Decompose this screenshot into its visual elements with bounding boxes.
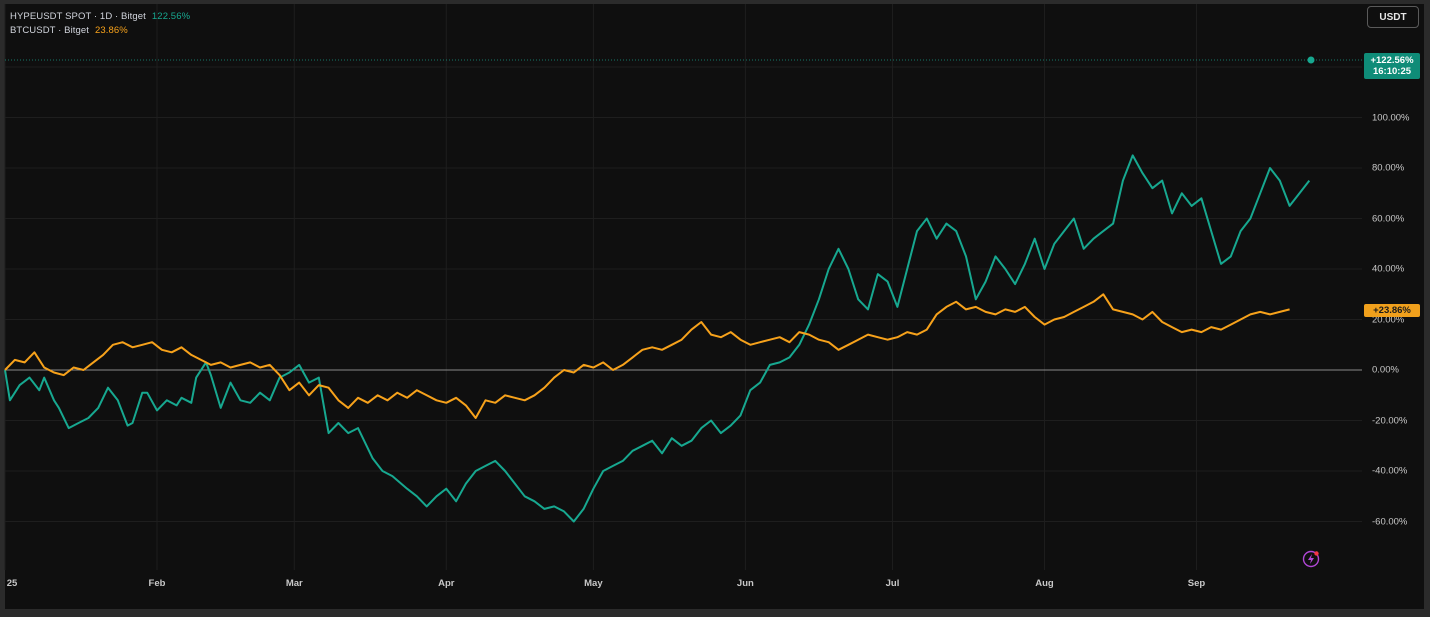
legend-btc-label: BTCUSDT · Bitget	[10, 25, 90, 36]
currency-button[interactable]: USDT	[1367, 6, 1419, 28]
legend-hype[interactable]: HYPEUSDT SPOT · 1D · Bitget 122.56%	[10, 11, 190, 22]
legend-btc[interactable]: BTCUSDT · Bitget 23.86%	[10, 25, 128, 36]
grid	[4, 4, 1362, 570]
legend-btc-change: 23.86%	[95, 25, 128, 36]
y-tick-label: 0.00%	[1372, 364, 1399, 376]
hype-price-badge: +122.56% 16:10:25	[1364, 53, 1420, 79]
x-tick-label: Aug	[1035, 578, 1054, 589]
x-tick-label: Mar	[285, 578, 303, 589]
hype-badge-value: +122.56%	[1370, 55, 1414, 66]
lightning-bolt-icon[interactable]	[1302, 550, 1320, 568]
x-tick-label: Sep	[1187, 578, 1206, 589]
hype-last-point	[1307, 56, 1315, 64]
chart-panel[interactable]	[5, 4, 1424, 609]
y-tick-label: 100.00%	[1372, 112, 1410, 123]
x-tick-label: 25	[6, 578, 18, 589]
x-tick-label: May	[584, 578, 603, 589]
y-tick-label: 20.00%	[1372, 314, 1405, 325]
x-tick-label: Feb	[148, 578, 166, 589]
x-tick-label: Jul	[885, 578, 900, 589]
zero-line	[5, 59, 1362, 371]
btc-price-badge: +23.86%	[1364, 304, 1420, 317]
y-tick-label: -20.00%	[1372, 415, 1408, 426]
y-tick-label: 40.00%	[1372, 263, 1405, 275]
y-tick-label: 60.00%	[1372, 213, 1405, 224]
y-tick-label: -40.00%	[1372, 465, 1408, 477]
hype-badge-timer: 16:10:25	[1372, 66, 1412, 77]
y-tick-label: -60.00%	[1372, 516, 1408, 527]
legend-hype-label: HYPEUSDT SPOT · 1D · Bitget	[10, 11, 146, 22]
btc-series-line[interactable]	[4, 293, 1290, 419]
series-group	[4, 56, 1315, 523]
x-tick-label: Apr	[438, 578, 455, 589]
hype-series-line[interactable]	[4, 154, 1311, 523]
legend-hype-change: 122.56%	[151, 11, 191, 22]
y-tick-label: 80.00%	[1372, 162, 1405, 174]
x-tick-label: Jun	[736, 578, 754, 589]
